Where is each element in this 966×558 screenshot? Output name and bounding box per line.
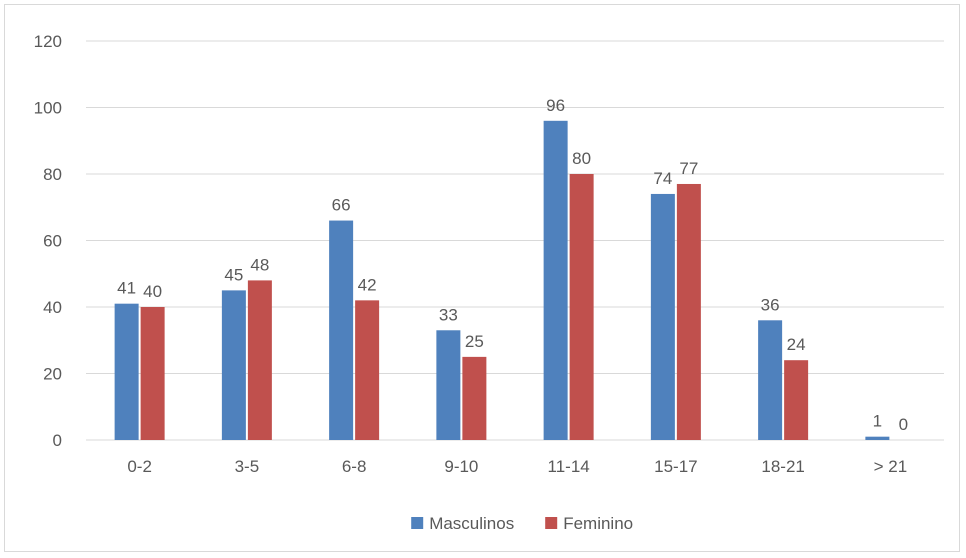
data-labels: 41 40 45 48 66 42 33 25 96 80 74 77 36 24 1 0 [117, 96, 908, 434]
bars [114, 120, 890, 441]
bar-feminino-3 [462, 356, 487, 440]
bar-feminino-0 [140, 307, 165, 440]
data-label-masculinos-7: 1 [873, 412, 882, 431]
x-tick-label-4: 11-14 [548, 457, 590, 476]
bar-masculinos-3 [436, 330, 461, 440]
legend-swatch-masculinos [411, 517, 424, 529]
y-tick-label-40: 40 [43, 298, 62, 317]
y-axis-tick-labels: 0 20 40 60 80 100 120 [34, 32, 62, 450]
y-tick-label-60: 60 [43, 232, 62, 251]
data-label-feminino-6: 24 [787, 335, 806, 354]
data-label-feminino-0: 40 [143, 282, 162, 301]
bar-masculinos-6 [758, 320, 783, 440]
data-label-masculinos-0: 41 [117, 279, 136, 298]
legend-label-feminino: Feminino [563, 514, 633, 533]
bar-masculinos-7 [865, 436, 890, 440]
x-tick-label-3: 9-10 [444, 457, 478, 476]
chart-frame [4, 4, 960, 552]
data-label-feminino-2: 42 [358, 275, 377, 294]
data-label-masculinos-4: 96 [546, 96, 565, 115]
x-tick-label-0: 0-2 [127, 457, 152, 476]
bar-feminino-4 [569, 174, 594, 440]
x-axis-tick-labels: 0-2 3-5 6-8 9-10 11-14 15-17 18-21 > 21 [127, 457, 907, 476]
data-label-masculinos-1: 45 [224, 265, 243, 284]
data-label-masculinos-6: 36 [761, 295, 780, 314]
data-label-feminino-3: 25 [465, 332, 484, 351]
bar-feminino-2 [355, 300, 380, 440]
legend-label-masculinos: Masculinos [429, 514, 514, 533]
data-label-feminino-1: 48 [250, 255, 269, 274]
x-tick-label-7: > 21 [874, 457, 908, 476]
y-tick-label-80: 80 [43, 165, 62, 184]
gridlines [86, 40, 944, 441]
data-label-masculinos-5: 74 [653, 169, 672, 188]
bar-masculinos-1 [221, 290, 246, 440]
x-tick-label-2: 6-8 [342, 457, 367, 476]
bar-masculinos-5 [650, 193, 675, 440]
legend: Masculinos Feminino [411, 514, 633, 533]
y-tick-label-120: 120 [34, 32, 62, 51]
bar-masculinos-0 [114, 303, 139, 440]
bar-masculinos-4 [543, 120, 568, 441]
data-label-feminino-5: 77 [679, 159, 698, 178]
data-label-feminino-7: 0 [899, 415, 908, 434]
data-label-masculinos-2: 66 [332, 196, 351, 215]
bar-masculinos-2 [329, 220, 354, 440]
x-tick-label-1: 3-5 [235, 457, 260, 476]
data-label-masculinos-3: 33 [439, 305, 458, 324]
y-tick-label-20: 20 [43, 365, 62, 384]
y-tick-label-0: 0 [53, 431, 62, 450]
bar-feminino-6 [784, 360, 809, 440]
bar-feminino-5 [676, 183, 701, 440]
bar-feminino-1 [247, 280, 272, 440]
legend-swatch-feminino [545, 517, 558, 529]
data-label-feminino-4: 80 [572, 149, 591, 168]
x-tick-label-5: 15-17 [654, 457, 697, 476]
y-tick-label-100: 100 [34, 99, 62, 118]
x-tick-label-6: 18-21 [761, 457, 804, 476]
